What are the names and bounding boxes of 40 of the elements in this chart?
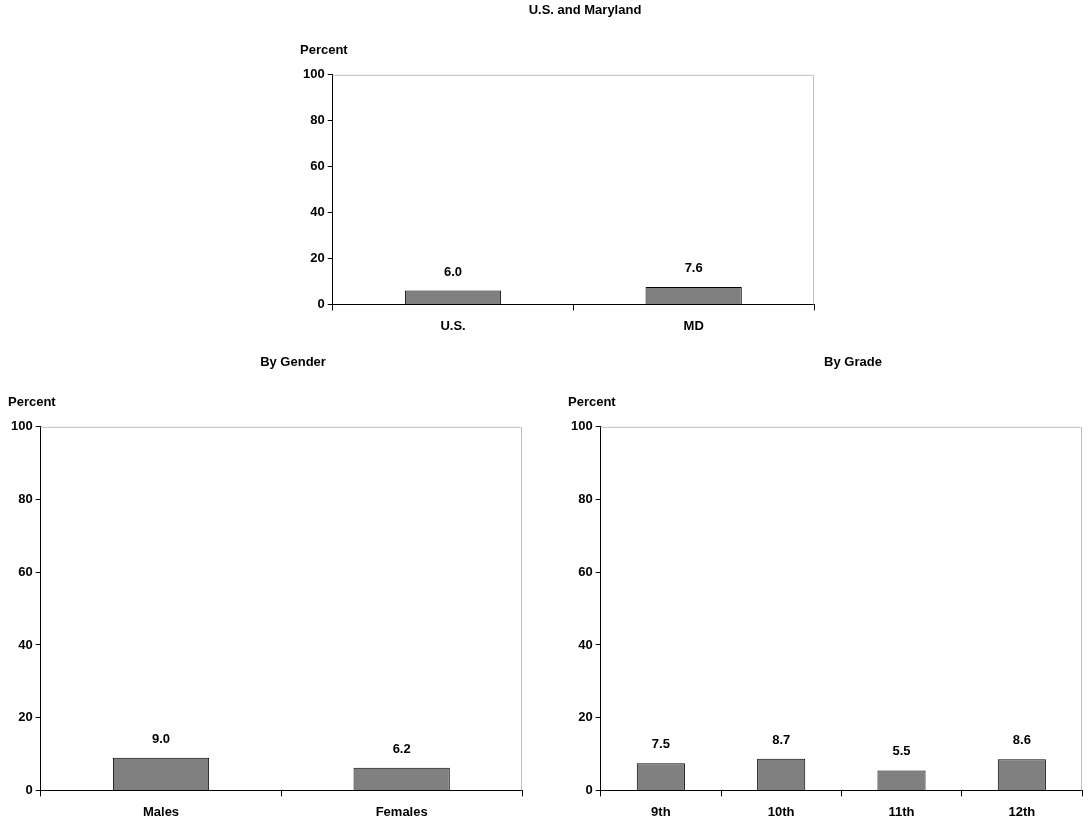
y-tick-label: 80	[578, 491, 593, 507]
chart-title: By Gender	[259, 354, 327, 369]
x-tick-label: 10th	[767, 803, 795, 819]
data-label: 6.0	[443, 263, 463, 279]
y-tick-label: 40	[18, 636, 33, 652]
data-label: 8.6	[1012, 732, 1031, 748]
y-tick-label: 60	[18, 563, 33, 579]
y-tick-label: 80	[310, 112, 325, 128]
data-label: 9.0	[151, 730, 171, 746]
chart-title: U.S. and Maryland	[527, 2, 643, 17]
y-tick-label: 80	[18, 491, 33, 507]
y-tick-label: 60	[310, 158, 325, 174]
y-axis-title: Percent	[8, 394, 56, 409]
data-label: 8.7	[772, 731, 791, 747]
y-tick-label: 20	[18, 709, 33, 725]
x-tick-label: 11th	[888, 803, 915, 819]
chart-title: By Grade	[823, 354, 883, 369]
y-tick-label: 60	[578, 563, 593, 579]
x-tick-label: U.S.	[440, 317, 466, 333]
x-tick-label: Males	[142, 803, 180, 819]
y-tick-label: 100	[302, 66, 325, 82]
y-tick-label: 20	[578, 709, 593, 725]
x-tick-label: 12th	[1008, 803, 1036, 819]
data-label: 7.6	[684, 260, 703, 276]
y-tick-label: 0	[317, 295, 325, 311]
y-tick-label: 40	[310, 204, 325, 220]
y-tick-label: 100	[570, 418, 593, 434]
data-label: 6.2	[392, 740, 411, 756]
x-tick-label: MD	[683, 317, 704, 333]
y-axis-title: Percent	[568, 394, 616, 409]
y-tick-label: 0	[25, 781, 33, 797]
y-tick-label: 0	[585, 781, 593, 797]
x-tick-label: Females	[375, 803, 428, 819]
y-tick-label: 20	[310, 250, 325, 266]
data-label: 5.5	[892, 743, 911, 759]
y-axis-title: Percent	[300, 42, 348, 57]
data-label: 7.5	[651, 736, 670, 752]
y-tick-label: 40	[578, 636, 593, 652]
y-tick-label: 100	[10, 418, 33, 434]
x-tick-label: 9th	[651, 803, 671, 819]
